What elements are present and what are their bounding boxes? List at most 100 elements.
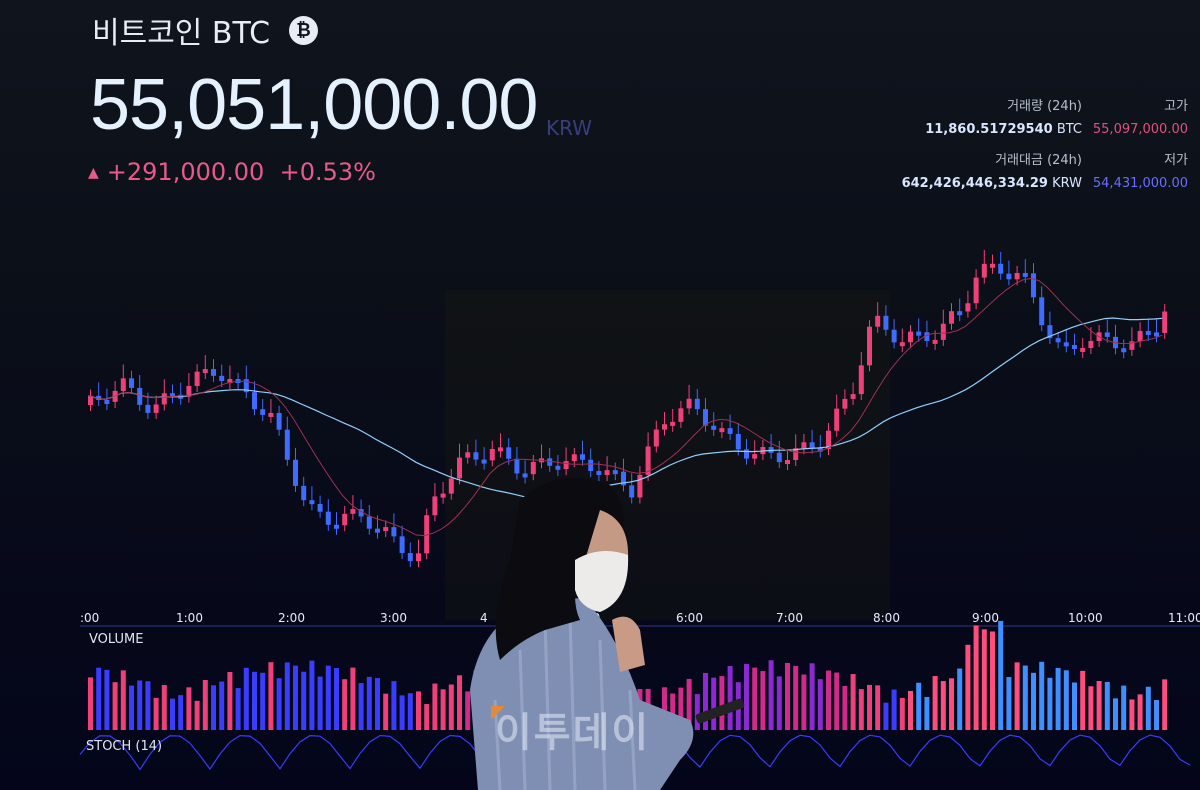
- candle: [1031, 273, 1036, 298]
- volume-bar: [809, 663, 815, 730]
- candle: [604, 470, 610, 476]
- volume-bar: [932, 676, 938, 730]
- volume-panel-label: VOLUME: [89, 632, 144, 647]
- candle: [1121, 348, 1127, 353]
- moving-average-long: [87, 317, 1163, 499]
- candle: [383, 527, 389, 532]
- volume-bar: [776, 676, 782, 730]
- volume-bar: [350, 667, 356, 730]
- volume-bar: [301, 671, 307, 730]
- candle: [940, 323, 946, 340]
- candle: [1047, 325, 1053, 339]
- volume-bar: [457, 675, 462, 730]
- candle: [842, 398, 848, 409]
- candle: [243, 379, 249, 393]
- volume-bar: [276, 678, 282, 730]
- volume-bar: [908, 690, 913, 730]
- hand: [612, 616, 645, 672]
- shirt: [470, 598, 694, 790]
- volume-bar: [293, 665, 298, 730]
- volume-bar: [867, 684, 872, 730]
- stoch-panel-label: STOCH (14): [86, 739, 163, 754]
- current-price: 55,051,000.00: [90, 65, 538, 145]
- candle: [252, 392, 257, 410]
- candle: [440, 493, 446, 498]
- time-axis-label: 8:00: [873, 611, 900, 625]
- volume-bar: [899, 697, 905, 730]
- change-amount: +291,000.00: [106, 158, 265, 186]
- volume-bar: [145, 681, 151, 730]
- candle: [957, 311, 963, 316]
- volume-bar: [998, 620, 1004, 730]
- price-currency: KRW: [546, 116, 592, 140]
- volume-bar: [670, 693, 676, 730]
- volume-bar: [1145, 686, 1151, 730]
- candle: [703, 409, 708, 426]
- candle: [293, 459, 298, 486]
- candle: [1022, 272, 1028, 277]
- ticker-name: 비트코인 BTC: [92, 16, 271, 51]
- candle: [1104, 332, 1110, 337]
- time-axis-label: 7:00: [776, 611, 803, 625]
- candle: [850, 394, 856, 399]
- candle: [678, 408, 684, 422]
- volume-bar: [334, 668, 339, 730]
- amount-unit: KRW: [1052, 176, 1082, 191]
- volume-bar: [96, 667, 102, 730]
- volume-bar: [227, 671, 233, 730]
- volume-bar: [817, 679, 823, 730]
- candle: [744, 449, 749, 459]
- volume-bar: [1063, 670, 1069, 730]
- candle: [276, 412, 282, 430]
- time-axis-label: 1:00: [176, 611, 203, 625]
- candle: [481, 459, 487, 464]
- candle: [686, 398, 692, 409]
- volume-bar: [711, 677, 717, 730]
- candle: [932, 339, 938, 344]
- candle: [899, 342, 905, 347]
- volume-bar: [120, 670, 126, 730]
- volume-bar: [850, 674, 856, 730]
- candle: [1162, 311, 1168, 333]
- volume-bar: [686, 678, 692, 730]
- candle: [752, 454, 758, 459]
- candle: [547, 458, 553, 466]
- candle: [629, 485, 635, 498]
- volume-bar: [1080, 670, 1086, 730]
- volume-bar: [801, 674, 807, 730]
- volume-bar: [399, 695, 405, 730]
- volume-bar: [317, 676, 323, 730]
- candle: [498, 447, 503, 452]
- volume-bar: [719, 676, 725, 730]
- volume-bar: [1022, 665, 1028, 730]
- volume-bar: [1072, 682, 1077, 730]
- volume-bar: [744, 663, 749, 730]
- candle: [1088, 340, 1094, 348]
- candle: [1154, 332, 1159, 337]
- volume-bar: [202, 680, 208, 730]
- volume-bar: [957, 668, 963, 730]
- candle: [161, 393, 167, 405]
- candle: [653, 429, 659, 447]
- volume-bar: [1047, 677, 1053, 730]
- candle: [1039, 297, 1045, 326]
- candle: [645, 446, 651, 475]
- volume-bar: [424, 704, 430, 730]
- volume-bar: [252, 671, 257, 730]
- candle: [809, 442, 815, 448]
- candle: [571, 454, 577, 462]
- candle: [908, 331, 913, 343]
- volume-bar: [358, 683, 364, 730]
- candle: [301, 485, 307, 501]
- amount-label: 거래대금 (24h): [995, 153, 1082, 168]
- candle: [1145, 330, 1151, 335]
- volume-number: 11,860.51729540: [925, 122, 1053, 137]
- volume-bar: [727, 666, 733, 730]
- candle: [1072, 345, 1077, 350]
- candle: [211, 369, 216, 376]
- candle: [399, 536, 405, 554]
- candle: [309, 500, 315, 505]
- candle: [662, 424, 667, 430]
- volume-bar: [383, 693, 389, 730]
- volume-bar: [1055, 667, 1061, 730]
